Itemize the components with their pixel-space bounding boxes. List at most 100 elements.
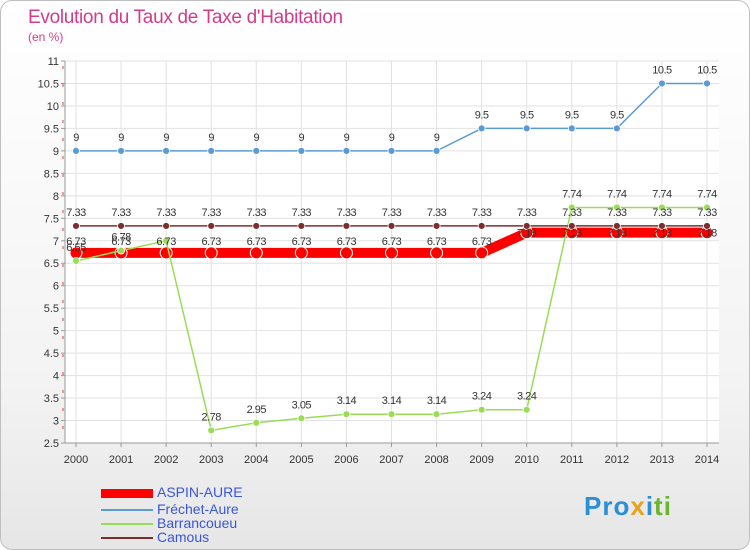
data-point bbox=[297, 414, 306, 423]
data-label: 7.74 bbox=[562, 189, 582, 201]
data-label: 6.55 bbox=[66, 242, 86, 254]
data-label: 6.73 bbox=[427, 236, 447, 248]
data-label: 9.5 bbox=[520, 109, 534, 121]
data-point bbox=[432, 146, 441, 155]
x-tick-label: 2012 bbox=[605, 454, 629, 466]
data-label: 9 bbox=[118, 132, 124, 144]
data-point bbox=[567, 203, 576, 212]
data-point bbox=[658, 203, 666, 212]
data-point bbox=[703, 79, 711, 88]
data-point bbox=[162, 222, 171, 230]
data-label: 7.33 bbox=[607, 207, 627, 219]
logo-part-3: i bbox=[645, 491, 655, 521]
data-label: 6.73 bbox=[337, 236, 357, 248]
data-label: 3.14 bbox=[337, 395, 357, 407]
data-label: 7.18 bbox=[607, 228, 627, 240]
data-point bbox=[612, 203, 621, 212]
data-label: 2.78 bbox=[202, 411, 222, 423]
y-tick-label: 3.5 bbox=[44, 393, 59, 405]
y-tick-label: 2.5 bbox=[44, 438, 59, 450]
data-label: 7.33 bbox=[382, 207, 402, 219]
data-label: 6.73 bbox=[111, 236, 131, 248]
data-point bbox=[72, 257, 80, 265]
data-label: 7.74 bbox=[607, 189, 627, 201]
data-point bbox=[522, 405, 531, 414]
data-point bbox=[249, 246, 263, 260]
data-label: 6.73 bbox=[472, 236, 492, 248]
data-point bbox=[567, 222, 576, 230]
data-label: 7.33 bbox=[697, 207, 717, 219]
data-point bbox=[72, 222, 80, 230]
data-label: 3.24 bbox=[472, 391, 492, 403]
data-label: 7.33 bbox=[66, 207, 86, 219]
data-point bbox=[294, 246, 308, 260]
data-point bbox=[339, 246, 353, 260]
data-label: 7.33 bbox=[427, 207, 447, 219]
data-point bbox=[430, 246, 444, 260]
data-label: 7.18 bbox=[517, 228, 537, 240]
y-tick-label: 9 bbox=[53, 146, 59, 158]
data-label: 6.73 bbox=[247, 236, 267, 248]
logo-part-2: x bbox=[630, 491, 646, 521]
data-label: 7.74 bbox=[697, 189, 717, 201]
data-label: 10.5 bbox=[652, 64, 672, 76]
data-point bbox=[207, 426, 216, 435]
data-point bbox=[387, 146, 396, 155]
data-point bbox=[703, 203, 711, 212]
data-label: 7.18 bbox=[697, 228, 717, 240]
data-label: 7.33 bbox=[292, 207, 312, 219]
data-label: 9 bbox=[389, 132, 395, 144]
data-point bbox=[207, 222, 216, 230]
y-tick-label: 11 bbox=[48, 56, 59, 68]
data-point bbox=[477, 222, 486, 230]
data-label: 7.74 bbox=[652, 189, 672, 201]
data-label: 9 bbox=[344, 132, 350, 144]
data-label: 7.18 bbox=[562, 228, 582, 240]
data-label: 7.33 bbox=[652, 207, 672, 219]
data-point bbox=[252, 222, 261, 230]
legend-swatch-camous bbox=[101, 537, 153, 539]
x-tick-label: 2004 bbox=[244, 454, 268, 466]
data-point bbox=[252, 418, 261, 427]
data-point bbox=[432, 222, 441, 230]
data-point bbox=[117, 222, 125, 230]
data-point bbox=[658, 79, 666, 88]
data-point bbox=[658, 222, 666, 230]
data-point bbox=[703, 222, 711, 230]
data-label: 10.5 bbox=[697, 64, 717, 76]
data-label: 2.95 bbox=[247, 404, 267, 416]
data-label: 9 bbox=[434, 132, 440, 144]
data-point bbox=[387, 410, 396, 419]
x-tick-label: 2002 bbox=[154, 454, 178, 466]
data-point bbox=[475, 246, 489, 260]
legend-label-camous: Camous bbox=[157, 529, 210, 545]
data-point bbox=[385, 246, 398, 260]
legend-label-barrancoueu: Barrancoueu bbox=[157, 515, 238, 531]
data-label: 6.73 bbox=[202, 236, 222, 248]
data-point bbox=[204, 246, 218, 260]
y-tick-label: 10 bbox=[47, 101, 59, 113]
data-label: 7.33 bbox=[202, 207, 222, 219]
y-tick-label: 7.5 bbox=[44, 213, 59, 225]
proxiti-logo: Proxiti bbox=[584, 491, 672, 522]
legend-swatch-aspin-aure bbox=[101, 489, 153, 498]
data-label: 7.33 bbox=[472, 207, 492, 219]
data-label: 9 bbox=[73, 132, 79, 144]
y-tick-label: 5 bbox=[53, 326, 59, 338]
y-tick-label: 4.5 bbox=[44, 348, 59, 360]
x-tick-label: 2006 bbox=[334, 454, 358, 466]
y-tick-label: 9.5 bbox=[44, 123, 59, 135]
data-label: 9 bbox=[253, 132, 259, 144]
data-point bbox=[522, 124, 531, 133]
data-label: 7.33 bbox=[247, 207, 267, 219]
data-label: 9 bbox=[208, 132, 214, 144]
data-point bbox=[342, 222, 351, 230]
data-label: 7.33 bbox=[517, 207, 537, 219]
x-tick-label: 2005 bbox=[289, 454, 313, 466]
data-label: 9 bbox=[299, 132, 305, 144]
data-label: 9 bbox=[163, 132, 169, 144]
data-point bbox=[387, 222, 396, 230]
logo-part-4: ti bbox=[654, 491, 672, 521]
y-tick-label: 6.5 bbox=[44, 258, 59, 270]
